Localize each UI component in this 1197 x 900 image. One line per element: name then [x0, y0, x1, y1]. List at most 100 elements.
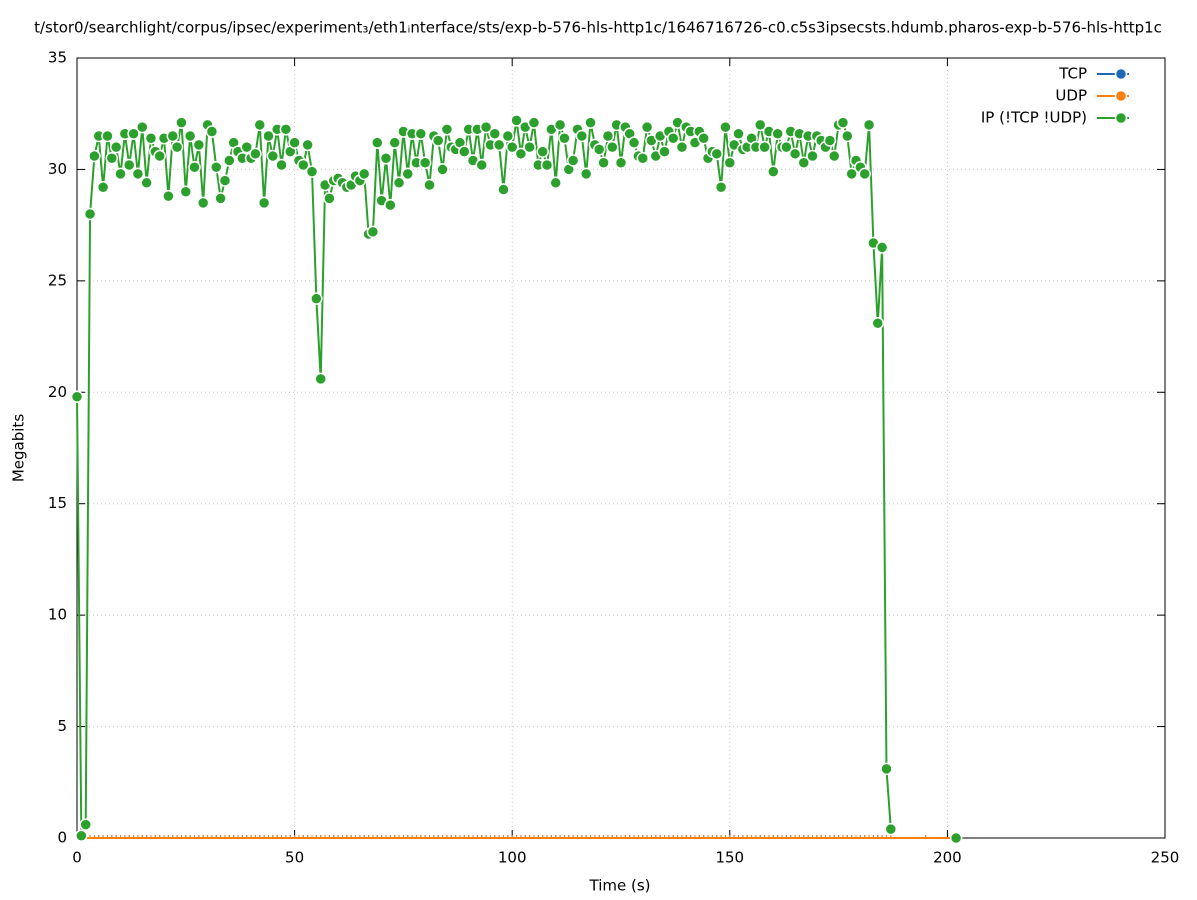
x-tick-label: 50 [285, 849, 304, 867]
data-point [597, 156, 610, 169]
data-point [179, 185, 193, 198]
legend-label: UDP [1055, 87, 1087, 105]
data-point [606, 140, 619, 154]
data-point [858, 167, 871, 181]
data-point [257, 196, 271, 210]
data-point [153, 149, 166, 163]
data-point [501, 129, 515, 143]
data-point [862, 118, 876, 132]
data-point [771, 127, 784, 141]
y-axis-label: Megabits [10, 414, 28, 482]
legend-swatch [1114, 89, 1128, 103]
data-point [884, 822, 898, 836]
legend-label: IP (!TCP !UDP) [981, 109, 1087, 127]
data-point [614, 156, 628, 169]
data-point [297, 158, 310, 172]
data-point [949, 831, 963, 845]
data-point [388, 136, 401, 149]
data-point [83, 207, 97, 221]
data-point [845, 167, 858, 181]
data-point [488, 127, 502, 141]
data-point [70, 390, 84, 403]
data-point [183, 129, 197, 143]
data-point [492, 138, 506, 152]
data-point [210, 160, 223, 174]
data-point [875, 241, 889, 254]
legend-swatch [1114, 111, 1128, 125]
data-point [710, 147, 723, 161]
data-point [249, 147, 262, 161]
chart-title: t/stor0/searchlight/corpus/ipsec/experim… [34, 19, 1162, 37]
data-point [579, 167, 593, 181]
y-tick-label: 20 [48, 383, 67, 401]
data-point [523, 140, 536, 154]
data-point [549, 176, 562, 190]
data-point [240, 140, 253, 154]
x-tick-label: 100 [498, 849, 527, 867]
data-point [379, 152, 393, 165]
data-point [414, 127, 428, 141]
data-point [436, 163, 449, 176]
data-point [823, 134, 837, 147]
legend-swatch [1114, 67, 1128, 81]
data-point [697, 131, 710, 145]
data-point [96, 181, 110, 194]
y-tick-label: 30 [48, 160, 67, 178]
data-point [214, 192, 227, 205]
data-point [666, 131, 680, 145]
data-point [514, 147, 528, 161]
data-point [218, 174, 232, 187]
y-tick-label: 10 [48, 606, 67, 624]
data-point [192, 138, 206, 152]
data-point [640, 120, 654, 134]
data-point [109, 140, 123, 154]
y-tick-label: 15 [48, 494, 67, 512]
data-point [79, 818, 92, 831]
data-point [122, 158, 136, 172]
data-point [188, 160, 201, 174]
data-point [144, 131, 158, 145]
y-tick-label: 0 [57, 829, 67, 847]
data-point [880, 762, 893, 776]
data-point [401, 167, 415, 181]
data-point [105, 152, 119, 165]
data-point [392, 176, 406, 190]
data-point [601, 129, 615, 143]
data-point [314, 372, 327, 386]
data-point [205, 125, 219, 138]
x-tick-label: 0 [72, 849, 82, 867]
legend-label: TCP [1058, 65, 1087, 83]
data-point [636, 152, 650, 165]
data-point [131, 167, 145, 181]
data-point [170, 140, 184, 154]
data-point [175, 116, 188, 129]
data-point [675, 140, 689, 154]
data-point [366, 225, 380, 239]
data-point [423, 178, 436, 192]
data-point [767, 165, 780, 178]
x-tick-label: 200 [933, 849, 962, 867]
data-point [723, 156, 737, 169]
data-point [566, 154, 580, 167]
data-point [305, 165, 319, 178]
data-point [658, 145, 671, 158]
data-point [458, 145, 471, 158]
data-point [440, 123, 454, 136]
x-axis-label: Time (s) [589, 877, 651, 895]
data-point [827, 149, 841, 163]
data-point [553, 118, 567, 132]
data-point [140, 176, 153, 190]
data-point [505, 140, 519, 154]
data-point [223, 154, 236, 167]
data-point [871, 316, 885, 330]
data-point [558, 131, 571, 145]
data-point [780, 140, 793, 154]
data-point [288, 136, 301, 149]
data-point [479, 120, 493, 134]
data-point [162, 189, 175, 203]
series-line [77, 120, 956, 838]
data-point [310, 292, 323, 305]
data-point [431, 134, 445, 147]
data-point [575, 129, 589, 143]
data-point [732, 127, 745, 141]
